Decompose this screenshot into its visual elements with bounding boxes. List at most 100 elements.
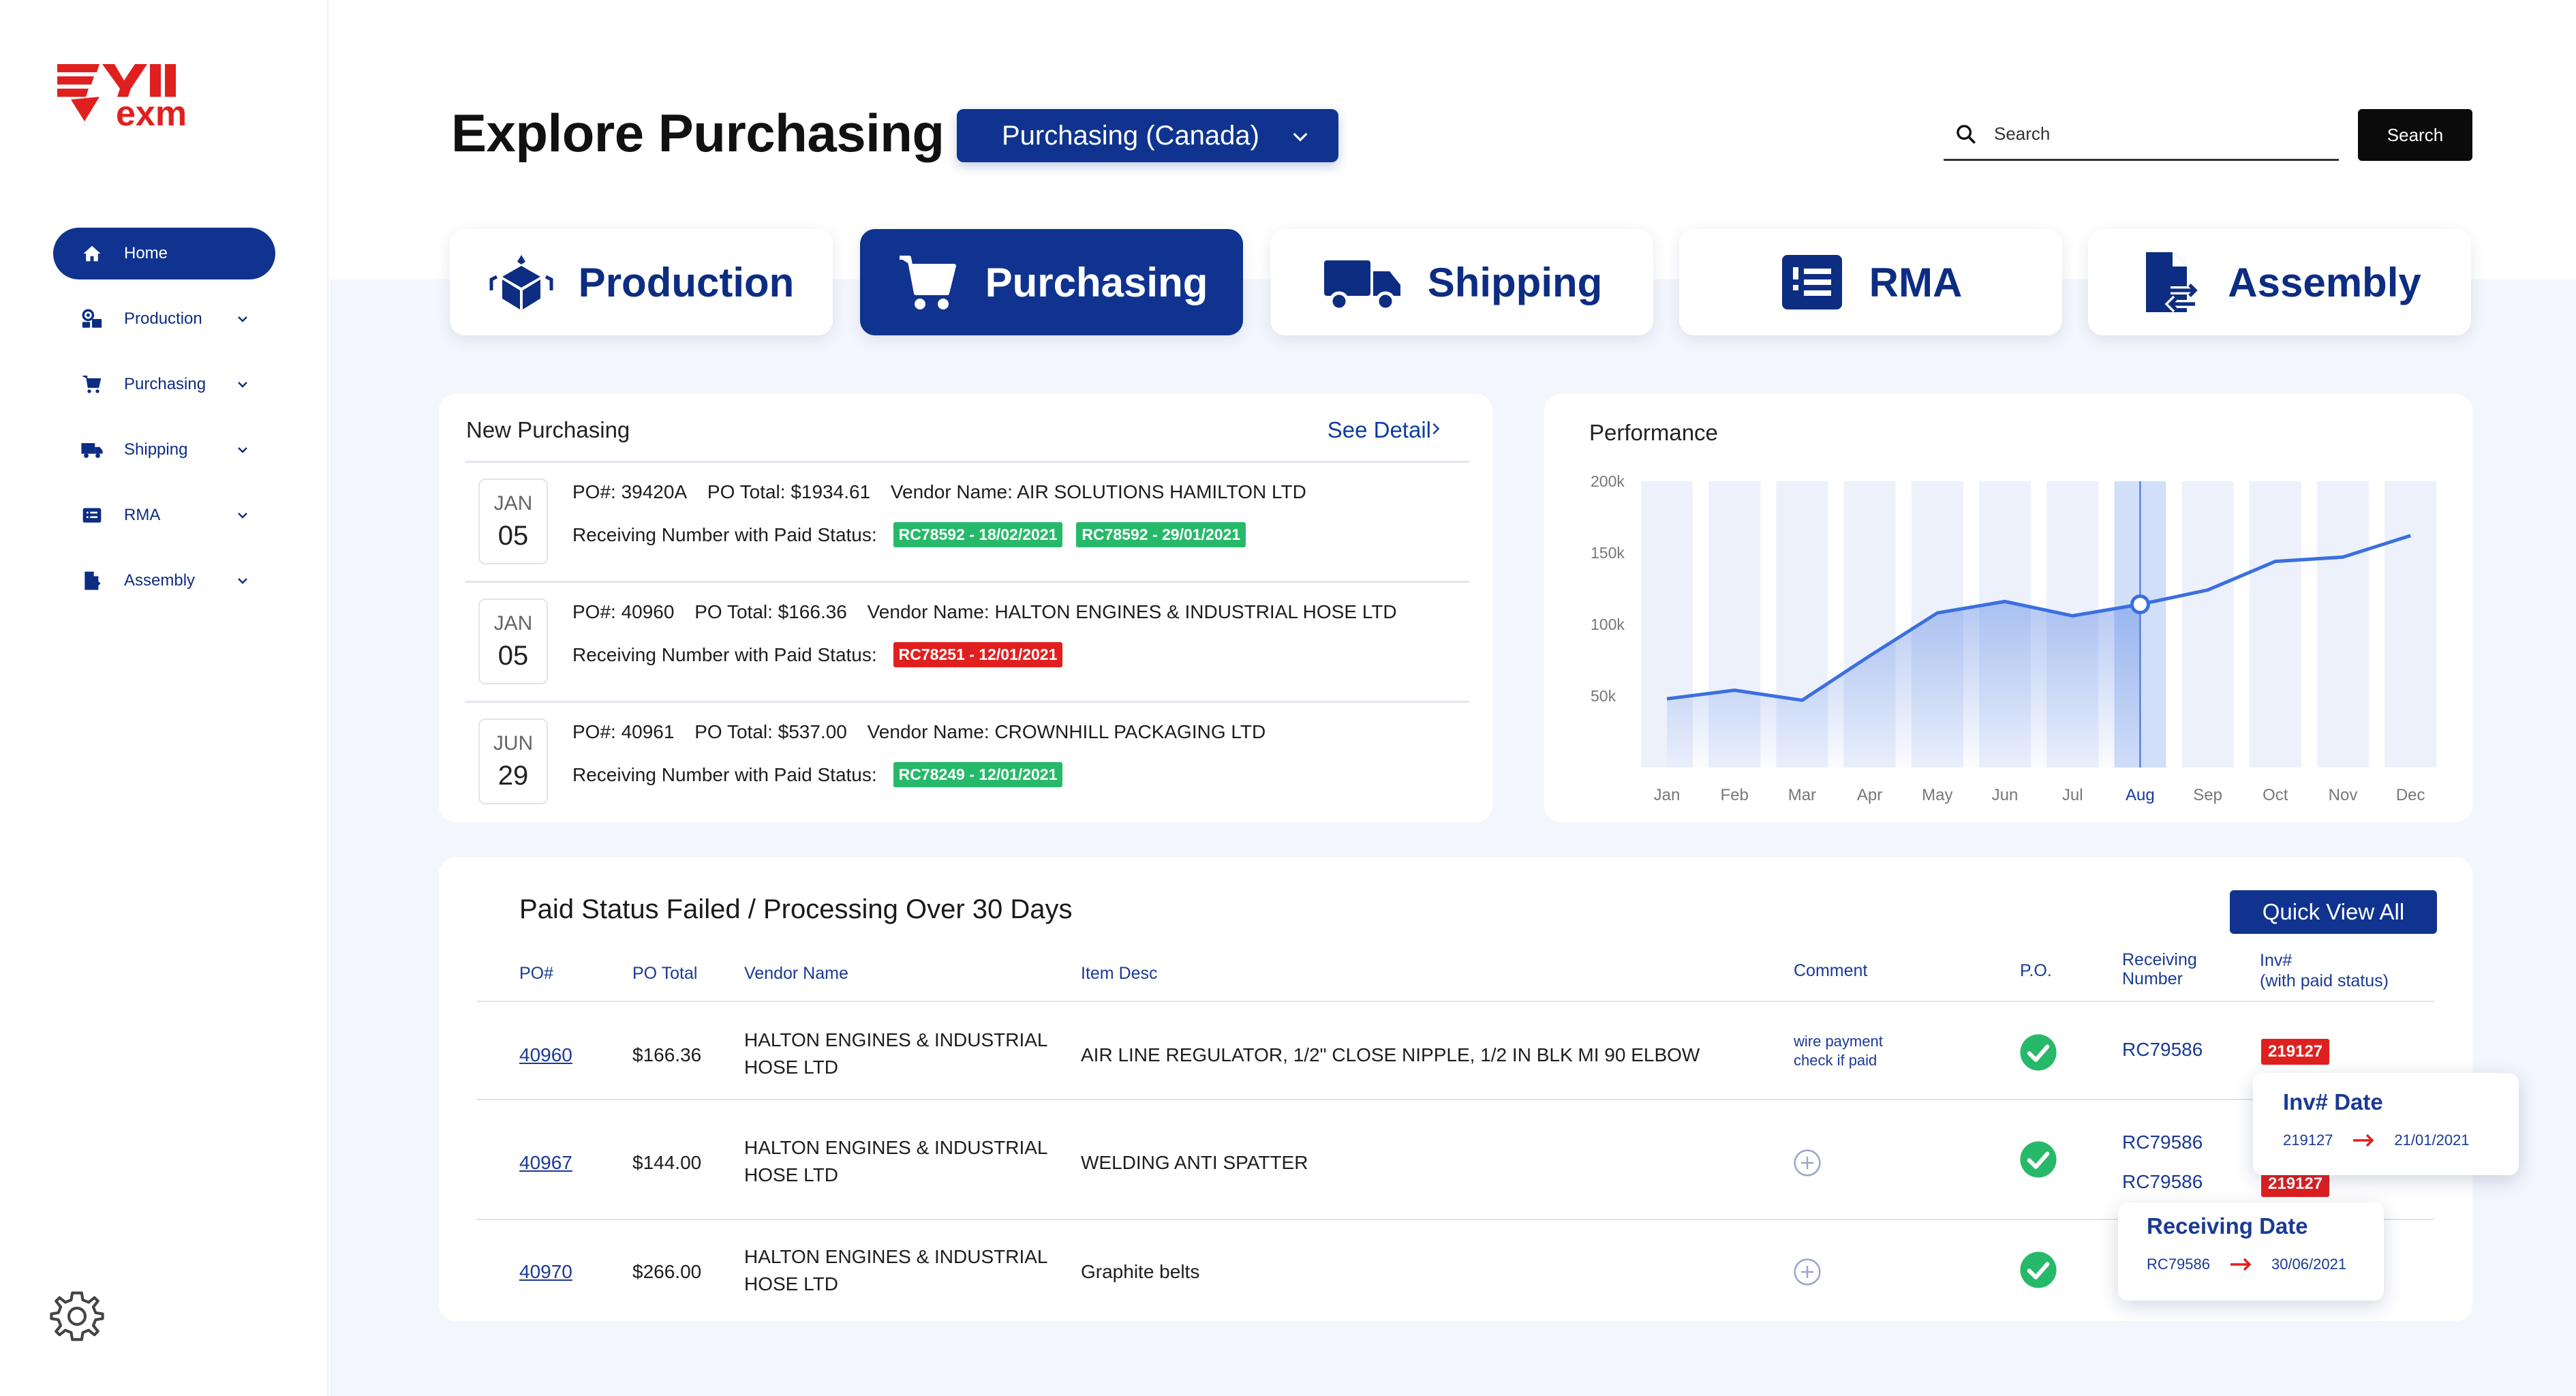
- x-tick-label: Dec: [2396, 786, 2425, 804]
- chart-bar-oct: [2249, 481, 2301, 768]
- sidebar-item-production[interactable]: Production: [53, 293, 275, 345]
- search-input[interactable]: [1994, 123, 2321, 145]
- popup-title: Inv# Date: [2283, 1089, 2383, 1114]
- tab-purchasing[interactable]: Purchasing: [860, 229, 1243, 335]
- chart-bar-sep: [2181, 481, 2234, 768]
- date-box: JAN 05: [478, 598, 548, 684]
- tab-rma[interactable]: RMA: [1679, 229, 2062, 335]
- sidebar-item-rma[interactable]: RMA: [53, 489, 275, 541]
- tab-production[interactable]: Production: [450, 229, 833, 335]
- page-title: Explore Purchasing: [451, 103, 945, 163]
- tab-label: Shipping: [1427, 259, 1603, 305]
- status-badge[interactable]: RC78251 - 12/01/2021: [893, 642, 1063, 667]
- vendor-name: Vendor Name: CROWNHILL PACKAGING LTD: [867, 721, 1266, 742]
- status-badge[interactable]: RC78592 - 18/02/2021: [893, 522, 1063, 547]
- po-number: PO#: 40960: [572, 601, 675, 622]
- x-tick-label: Feb: [1721, 786, 1749, 804]
- po-info: PO#: 40961 PO Total: $537.00 Vendor Name…: [572, 721, 1281, 743]
- arrow-right-icon: [2353, 1134, 2374, 1147]
- item-desc: Graphite belts: [1081, 1261, 1200, 1282]
- tab-label: Production: [578, 259, 795, 305]
- x-tick-label: Jun: [1992, 786, 2019, 804]
- inv-number: 219127: [2283, 1132, 2333, 1149]
- po-total: PO Total: $537.00: [694, 721, 847, 742]
- status-badge[interactable]: RC78592 - 29/01/2021: [1076, 522, 1246, 547]
- see-detail-link[interactable]: See Detail: [1327, 417, 1431, 442]
- header-line: Receiving: [2122, 950, 2197, 969]
- chevron-down-icon: [238, 447, 247, 453]
- vendor-name: Vendor Name: HALTON ENGINES & INDUSTRIAL…: [867, 601, 1397, 622]
- list-item[interactable]: JUN 29 PO#: 40961 PO Total: $537.00 Vend…: [465, 703, 1469, 823]
- date-day: 05: [497, 521, 529, 551]
- sidebar-item-shipping[interactable]: Shipping: [53, 424, 275, 476]
- receiving-number[interactable]: RC79586: [2122, 1132, 2203, 1153]
- vendor-name: HALTON ENGINES & INDUSTRIAL HOSE LTD: [744, 1029, 1048, 1078]
- new-purchasing-card: New Purchasing See Detail JAN 05 PO#: 39…: [439, 394, 1492, 822]
- list-item[interactable]: JAN 05 PO#: 40960 PO Total: $166.36 Vend…: [465, 583, 1469, 703]
- truck-icon: [80, 438, 104, 461]
- add-comment-icon[interactable]: [1792, 1257, 1822, 1287]
- home-icon: [80, 242, 104, 265]
- status-label: Receiving Number with Paid Status:: [572, 763, 877, 785]
- card-title: New Purchasing: [466, 417, 630, 442]
- search-icon: [1957, 124, 1976, 144]
- sidebar: exm Home Production Purchasing: [0, 0, 328, 1396]
- column-header-comment: Comment: [1794, 961, 1868, 980]
- column-header-po: PO#: [519, 964, 554, 983]
- search-bar: [1944, 109, 2339, 161]
- sidebar-item-assembly[interactable]: Assembly: [53, 555, 275, 607]
- divider: [465, 581, 1469, 583]
- status-badge[interactable]: RC78249 - 12/01/2021: [893, 762, 1063, 787]
- chevron-down-icon: [238, 382, 247, 388]
- document-swap-icon: [2146, 252, 2201, 313]
- y-tick-label: 150k: [1591, 544, 1625, 562]
- sidebar-item-purchasing[interactable]: Purchasing: [53, 359, 275, 410]
- sidebar-item-home[interactable]: Home: [53, 228, 275, 279]
- header-line: (with paid status): [2260, 971, 2389, 990]
- po-link[interactable]: 40970: [519, 1261, 572, 1282]
- inv-badge[interactable]: 219127: [2261, 1039, 2330, 1065]
- quick-view-all-button[interactable]: Quick View All: [2230, 890, 2437, 934]
- card-title: Paid Status Failed / Processing Over 30 …: [519, 894, 1073, 924]
- item-desc: WELDING ANTI SPATTER: [1081, 1152, 1308, 1173]
- sidebar-item-label: Home: [124, 244, 168, 262]
- gear-icon[interactable]: [49, 1288, 105, 1344]
- y-tick-label: 50k: [1591, 687, 1616, 705]
- tab-shipping[interactable]: Shipping: [1270, 229, 1653, 335]
- sidebar-item-label: Assembly: [124, 571, 196, 590]
- receiving-number[interactable]: RC79586: [2122, 1171, 2203, 1192]
- divider: [477, 1001, 2434, 1002]
- sidebar-item-label: RMA: [124, 506, 161, 524]
- receiving-status: Receiving Number with Paid Status: RC782…: [572, 642, 1063, 667]
- tab-assembly[interactable]: Assembly: [2088, 229, 2471, 335]
- region-selector[interactable]: Purchasing (Canada): [957, 109, 1338, 162]
- chevron-down-icon: [238, 316, 247, 322]
- chart-area: [1667, 601, 2141, 768]
- performance-card: Performance Jan Feb Mar Apr May Jun Jul Aug Sep O…: [1544, 394, 2472, 822]
- divider: [465, 701, 1469, 703]
- inv-date: 21/01/2021: [2394, 1132, 2470, 1149]
- list-item[interactable]: JAN 05 PO#: 39420A PO Total: $1934.61 Ve…: [465, 464, 1469, 583]
- date-month: JUN: [493, 732, 534, 755]
- comment-text[interactable]: wire payment check if paid: [1794, 1033, 1883, 1069]
- column-header-total: PO Total: [632, 964, 698, 983]
- chevron-right-icon[interactable]: [1428, 421, 1443, 436]
- tab-label: Assembly: [2228, 259, 2421, 305]
- chevron-down-icon: [238, 578, 247, 584]
- add-comment-icon[interactable]: [1792, 1148, 1822, 1178]
- po-link[interactable]: 40960: [519, 1044, 572, 1065]
- y-tick-label: 200k: [1591, 472, 1625, 490]
- search-button[interactable]: Search: [2358, 109, 2472, 161]
- highlight-point: [2130, 594, 2150, 615]
- inv-badge[interactable]: 219127: [2261, 1171, 2330, 1197]
- po-link[interactable]: 40967: [519, 1152, 572, 1173]
- svg-text:exm: exm: [116, 94, 187, 134]
- check-circle-icon: [2020, 1141, 2057, 1178]
- status-label: Receiving Number with Paid Status:: [572, 643, 877, 665]
- cart-icon: [80, 373, 104, 396]
- chart-bar-dec: [2385, 481, 2437, 768]
- receiving-number[interactable]: RC79586: [2122, 1039, 2203, 1060]
- sidebar-item-label: Production: [124, 309, 202, 328]
- date-day: 29: [497, 761, 529, 791]
- po-total: $144.00: [632, 1152, 702, 1173]
